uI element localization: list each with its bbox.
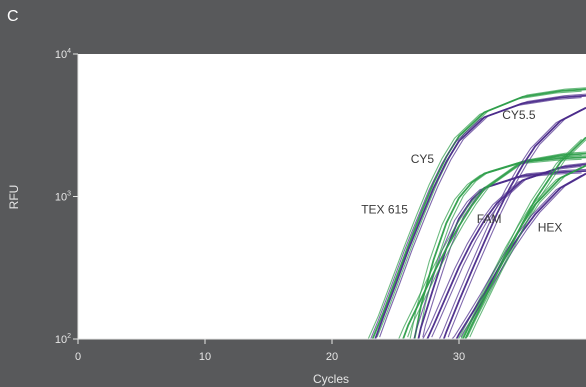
series-line — [374, 94, 586, 339]
y-tick-label: 102 — [55, 333, 71, 346]
y-tick-label: 103 — [55, 191, 71, 204]
y-axis-title: RFU — [7, 185, 21, 210]
series-line — [367, 90, 582, 339]
series-line — [442, 106, 586, 339]
series-cy5-5-9 — [460, 136, 586, 339]
x-axis-title: Cycles — [313, 372, 349, 386]
x-axis: 0 10 20 30 — [75, 338, 586, 363]
x-tick-label: 10 — [199, 351, 211, 363]
series-line — [379, 93, 586, 338]
dye-label: CY5 — [411, 152, 435, 166]
series-cy5-5-8 — [438, 106, 586, 339]
series-line — [409, 158, 582, 339]
y-axis: 102 103 104 — [55, 48, 79, 346]
x-tick-label: 20 — [326, 351, 338, 363]
series-fam-5 — [422, 162, 586, 339]
dye-label: HEX — [538, 220, 563, 234]
y-tick-label: 104 — [55, 48, 71, 61]
series-line — [464, 136, 586, 339]
series-cy5-1 — [370, 93, 586, 339]
x-tick-label: 30 — [453, 351, 465, 363]
series-line — [407, 151, 586, 338]
dye-labels: CY5.5 CY5 TEX 615 FAM HEX — [361, 108, 562, 234]
dye-label: FAM — [477, 212, 502, 226]
series-line — [469, 138, 586, 338]
series-line — [371, 88, 586, 339]
series-line — [431, 162, 586, 338]
series-line — [460, 138, 582, 339]
dye-label: TEX 615 — [361, 203, 408, 217]
series-line — [370, 97, 582, 339]
panel-label: C — [7, 8, 19, 25]
x-tick-label: 0 — [75, 351, 81, 363]
series-fam-4 — [398, 151, 586, 339]
dye-label: CY5.5 — [502, 108, 536, 122]
series-line — [402, 152, 586, 339]
series-line — [438, 109, 582, 339]
series-line — [398, 154, 582, 339]
plot-area — [78, 54, 586, 339]
series-lines — [367, 87, 586, 339]
series-line — [447, 107, 586, 338]
